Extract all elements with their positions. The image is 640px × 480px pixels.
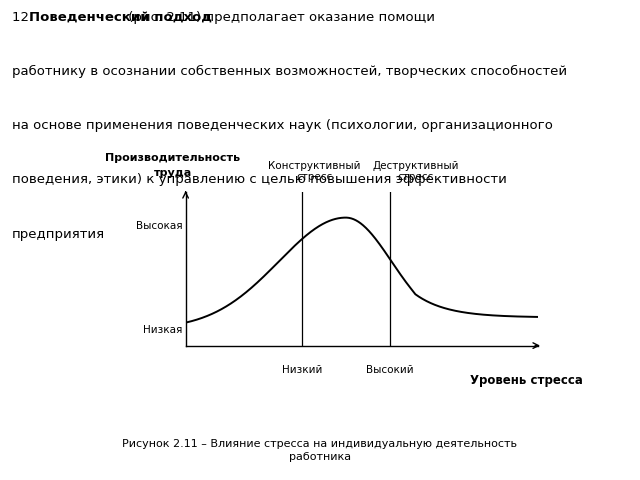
Text: Конструктивный
стресс: Конструктивный стресс: [268, 161, 361, 182]
Text: Поведенческий подход: Поведенческий подход: [29, 11, 212, 24]
Text: Рисунок 2.11 – Влияние стресса на индивидуальную деятельность: Рисунок 2.11 – Влияние стресса на индиви…: [122, 439, 518, 449]
Text: Высокий: Высокий: [366, 365, 413, 375]
Text: труда: труда: [154, 168, 192, 178]
Text: Низкий: Низкий: [282, 365, 322, 375]
Text: поведения, этики) к управлению с целью повышения эффективности: поведения, этики) к управлению с целью п…: [12, 173, 506, 186]
Text: работника: работника: [289, 452, 351, 462]
Text: предприятия: предприятия: [12, 228, 105, 240]
Text: Низкая: Низкая: [143, 325, 182, 335]
Text: Уровень стресса: Уровень стресса: [470, 374, 582, 387]
Text: 12.: 12.: [12, 11, 41, 24]
Text: Деструктивный
стресс: Деструктивный стресс: [372, 161, 459, 182]
Text: Высокая: Высокая: [136, 221, 182, 231]
Text: Производительность: Производительность: [105, 153, 241, 163]
Text: на основе применения поведенческих наук (психологии, организационного: на основе применения поведенческих наук …: [12, 119, 552, 132]
Text: (рис. 2.11) предполагает оказание помощи: (рис. 2.11) предполагает оказание помощи: [124, 11, 435, 24]
Text: работнику в осознании собственных возможностей, творческих способностей: работнику в осознании собственных возмож…: [12, 65, 566, 78]
